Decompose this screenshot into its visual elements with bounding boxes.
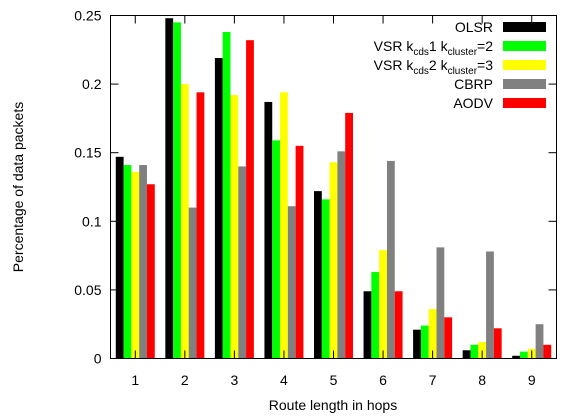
legend-swatch-aodv bbox=[503, 98, 546, 108]
bar-cbrp-hop-2 bbox=[188, 207, 197, 359]
bar-aodv-hop-7 bbox=[444, 317, 453, 359]
bar-olsr-hop-6 bbox=[363, 291, 372, 359]
x-tick-label: 9 bbox=[528, 372, 536, 388]
x-tick-label: 6 bbox=[379, 372, 387, 388]
bar-cbrp-hop-5 bbox=[337, 151, 346, 359]
x-tick-label: 5 bbox=[330, 372, 338, 388]
bar-vsr-kcds1-kcluster-2-hop-6 bbox=[371, 272, 380, 359]
bar-vsr-kcds2-kcluster-3-hop-1 bbox=[131, 171, 140, 359]
bar-cbrp-hop-6 bbox=[386, 160, 395, 359]
bar-vsr-kcds2-kcluster-3-hop-6 bbox=[379, 250, 387, 359]
bar-vsr-kcds2-kcluster-3-hop-3 bbox=[230, 95, 239, 359]
y-tick-label: 0.25 bbox=[74, 8, 101, 24]
bar-olsr-hop-9 bbox=[512, 355, 521, 359]
bar-olsr-hop-5 bbox=[314, 191, 322, 359]
x-tick-label: 7 bbox=[429, 372, 437, 388]
x-tick-label: 8 bbox=[478, 372, 486, 388]
bar-vsr-kcds1-kcluster-2-hop-5 bbox=[321, 199, 330, 359]
legend-swatch-cbrp bbox=[503, 79, 546, 89]
bar-aodv-hop-4 bbox=[295, 145, 304, 359]
bar-aodv-hop-8 bbox=[493, 328, 502, 359]
bar-cbrp-hop-8 bbox=[486, 251, 494, 359]
y-tick-label: 0.15 bbox=[74, 145, 101, 161]
bar-olsr-hop-7 bbox=[413, 329, 421, 359]
bar-cbrp-hop-4 bbox=[287, 206, 296, 359]
legend-label-vsr-kcds2-kcluster-3: VSR kcds2 kcluster=3 bbox=[374, 57, 494, 77]
bar-vsr-kcds1-kcluster-2-hop-2 bbox=[173, 22, 181, 359]
legend-swatch-olsr bbox=[503, 22, 546, 32]
bar-olsr-hop-4 bbox=[264, 101, 273, 359]
legend-label-aodv: AODV bbox=[453, 95, 493, 111]
bar-vsr-kcds1-kcluster-2-hop-8 bbox=[470, 344, 479, 359]
bar-vsr-kcds1-kcluster-2-hop-3 bbox=[222, 31, 231, 359]
x-tick-label: 4 bbox=[280, 372, 288, 388]
bar-vsr-kcds2-kcluster-3-hop-8 bbox=[478, 342, 487, 359]
bar-aodv-hop-5 bbox=[345, 112, 353, 359]
bar-cbrp-hop-3 bbox=[238, 166, 247, 359]
bar-vsr-kcds1-kcluster-2-hop-4 bbox=[272, 140, 281, 359]
bar-vsr-kcds1-kcluster-2-hop-1 bbox=[123, 165, 132, 359]
bar-aodv-hop-9 bbox=[543, 344, 552, 359]
bar-cbrp-hop-1 bbox=[139, 165, 147, 359]
bar-olsr-hop-1 bbox=[115, 156, 124, 359]
ticks-layer: 0 0.05 0.1 0.15 0.2 0.25 1 2 3 4 5 6 7 8 9 bbox=[74, 8, 557, 388]
y-axis-label: Percentage of data packets bbox=[10, 102, 26, 272]
bar-cbrp-hop-7 bbox=[436, 247, 445, 359]
bar-olsr-hop-8 bbox=[462, 350, 471, 359]
legend-swatch-vsr-kcds2-kcluster-3 bbox=[503, 60, 546, 70]
bar-aodv-hop-1 bbox=[146, 184, 155, 359]
legend-swatch-vsr-kcds1-kcluster-2 bbox=[503, 41, 546, 51]
bar-vsr-kcds1-kcluster-2-hop-9 bbox=[520, 351, 528, 359]
y-tick-label: 0.05 bbox=[74, 282, 101, 298]
bar-vsr-kcds2-kcluster-3-hop-5 bbox=[329, 162, 338, 359]
legend-label-vsr-kcds1-kcluster-2: VSR kcds1 kcluster=2 bbox=[374, 38, 494, 58]
bars-layer bbox=[115, 18, 552, 359]
legend-label-olsr: OLSR bbox=[455, 19, 493, 35]
bar-vsr-kcds2-kcluster-3-hop-4 bbox=[280, 92, 288, 359]
bar-olsr-hop-2 bbox=[165, 18, 174, 359]
bar-olsr-hop-3 bbox=[214, 58, 223, 359]
x-axis-label: Route length in hops bbox=[269, 397, 397, 413]
bar-aodv-hop-3 bbox=[246, 40, 254, 359]
bar-aodv-hop-6 bbox=[394, 291, 403, 359]
legend-label-cbrp: CBRP bbox=[454, 76, 493, 92]
bar-vsr-kcds2-kcluster-3-hop-7 bbox=[428, 309, 437, 359]
bar-cbrp-hop-9 bbox=[535, 324, 544, 359]
x-tick-label: 2 bbox=[181, 372, 189, 388]
y-tick-label: 0 bbox=[94, 351, 102, 367]
bar-aodv-hop-2 bbox=[196, 92, 205, 359]
y-tick-label: 0.1 bbox=[82, 213, 102, 229]
x-tick-label: 3 bbox=[230, 372, 238, 388]
bar-vsr-kcds1-kcluster-2-hop-7 bbox=[420, 325, 429, 359]
y-tick-label: 0.2 bbox=[82, 76, 102, 92]
bar-vsr-kcds2-kcluster-3-hop-2 bbox=[180, 84, 189, 359]
x-tick-label: 1 bbox=[131, 372, 139, 388]
